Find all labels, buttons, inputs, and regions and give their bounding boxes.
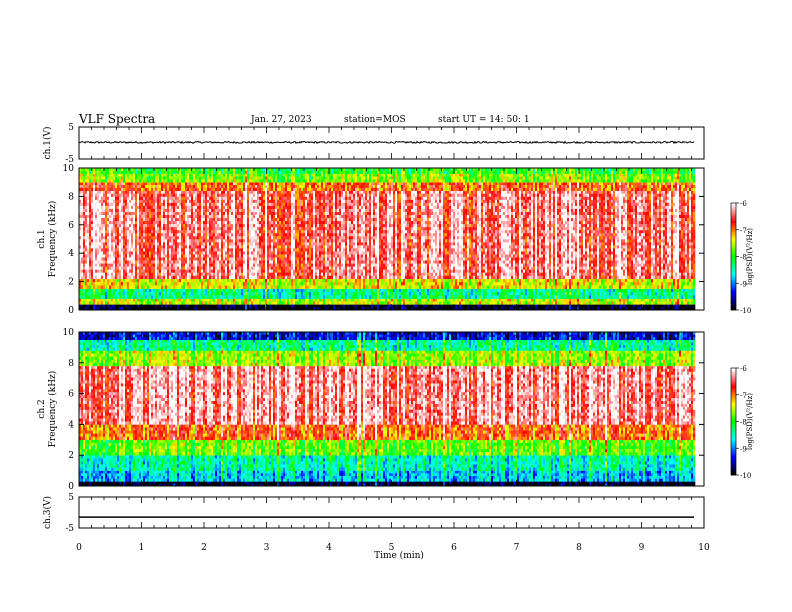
spectrogram-ch1-ytick-label: 8 — [68, 192, 74, 202]
spectrogram-ch1-ytick-label: 6 — [68, 221, 74, 231]
spectrogram-ch1-ytick-label: 0 — [68, 306, 74, 316]
spectrogram-ch1-ytick-label: 4 — [68, 249, 74, 259]
spectrogram-ch2-ytick-label: 8 — [68, 359, 74, 369]
time-tick-label: 4 — [326, 543, 332, 553]
time-tick-label: 6 — [451, 543, 457, 553]
spectrogram-ch2-colorbar-tick-label: -6 — [740, 365, 747, 373]
time-tick-label: 2 — [201, 543, 207, 553]
spectrogram-ch1-colorbar-tick-label: -10 — [740, 307, 751, 315]
waveform-ch1-ylabel: ch.1(V) — [42, 127, 53, 160]
spectrogram-ch1-ylabel: Frequency (kHz) — [47, 201, 58, 278]
waveform-ch3-ytick-label: 5 — [68, 493, 74, 503]
spectrogram-ch1-colorbar-tick-label: -6 — [740, 200, 747, 208]
spectrogram-ch1-colorbar-label: log(PSD)(V²/Hz) — [746, 228, 754, 285]
spectrogram-ch2-colorbar-label: log(PSD)(V²/Hz) — [746, 393, 754, 450]
time-tick-label: 8 — [576, 543, 582, 553]
waveform-ch1-ytick-label: 5 — [68, 123, 74, 133]
spectrogram-ch1-ylabel-channel: ch.1 — [37, 229, 47, 248]
time-tick-label: 0 — [76, 543, 82, 553]
spectrogram-ch1-ytick-label: 2 — [68, 278, 74, 288]
spectrogram-ch2-ytick-label: 6 — [68, 390, 74, 400]
time-tick-label: 3 — [264, 543, 270, 553]
time-tick-label: 9 — [639, 543, 645, 553]
time-axis-label: Time (min) — [374, 550, 424, 561]
spectrogram-ch2-colorbar-tick-label: -10 — [740, 472, 751, 480]
spectrogram-ch2-ytick-label: 4 — [68, 420, 74, 430]
time-tick-label: 7 — [514, 543, 520, 553]
spectrogram-ch2-ytick-label: 10 — [63, 328, 75, 338]
waveform-ch3-ylabel: ch.3(V) — [42, 496, 53, 529]
spectrogram-ch1-ytick-label: 10 — [63, 164, 75, 174]
vlf-figure: 5-5ch.1(V)5-5ch.3(V)0246810ch.1 Frequency… — [0, 0, 792, 612]
time-tick-label: 1 — [139, 543, 145, 553]
spectrogram-ch2-image — [79, 332, 695, 486]
spectrogram-ch2-ylabel: Frequency (kHz) — [47, 371, 58, 448]
spectrogram-ch1-image — [79, 168, 695, 310]
spectrogram-ch2-ylabel-channel: ch.2 — [37, 399, 47, 418]
spectrogram-ch2-ytick-label: 0 — [68, 482, 74, 492]
time-tick-label: 10 — [698, 543, 710, 553]
waveform-ch3-ytick-label: -5 — [65, 524, 74, 534]
spectrogram-ch2-ytick-label: 2 — [68, 451, 74, 461]
waveform-ch1-trace — [79, 141, 694, 143]
